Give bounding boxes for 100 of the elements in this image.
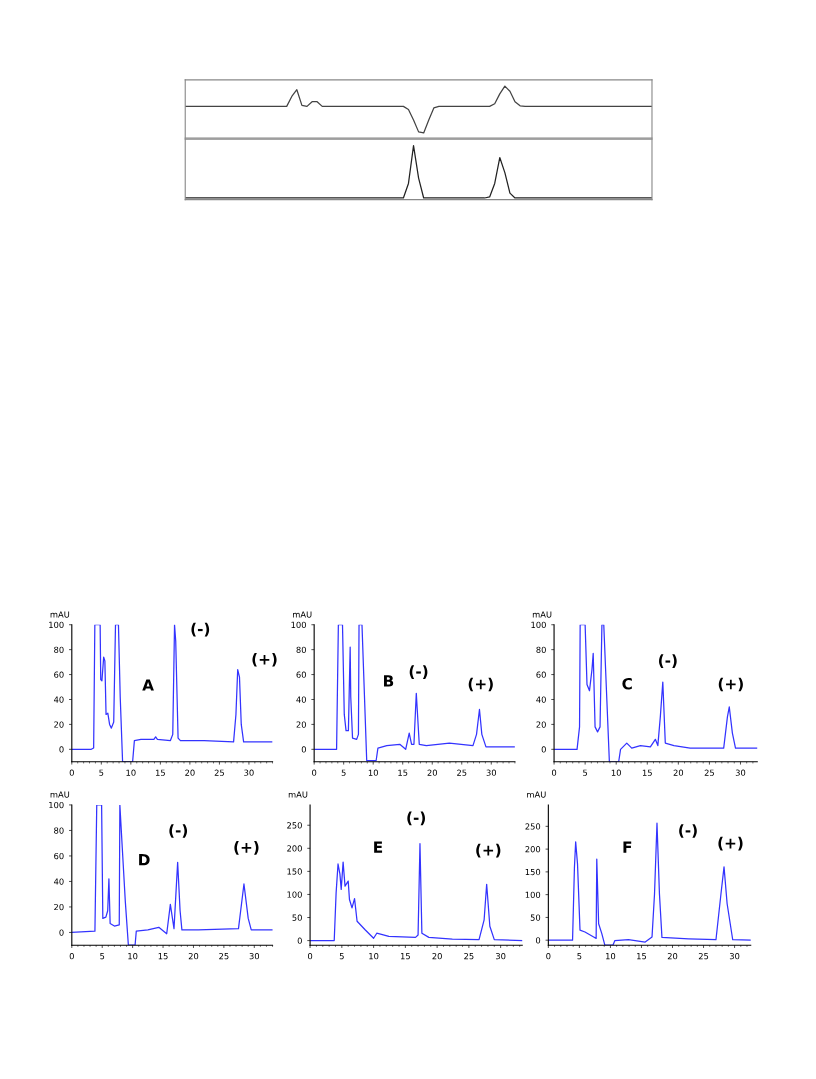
y-tick-label: 60 bbox=[54, 671, 64, 678]
annotation: (-) bbox=[659, 654, 677, 668]
y-tick-label: 0 bbox=[59, 929, 64, 936]
y-tick-label: 200 bbox=[525, 846, 541, 853]
x-tick-label: 20 bbox=[673, 769, 684, 776]
annotation: (+) bbox=[252, 652, 277, 667]
y-tick-label: 150 bbox=[525, 868, 541, 876]
annotation: (+) bbox=[718, 836, 743, 851]
line-series bbox=[310, 843, 523, 942]
x-tick-label: 5 bbox=[100, 953, 105, 960]
annotation: E bbox=[374, 841, 383, 853]
x-tick-label: 0 bbox=[69, 769, 74, 776]
x-tick-label: 25 bbox=[704, 769, 714, 776]
x-tick-label: 0 bbox=[551, 769, 557, 776]
y-tick-label: 80 bbox=[54, 827, 64, 834]
line-series bbox=[314, 624, 515, 762]
x-tick-label: 5 bbox=[583, 769, 588, 776]
y-axis-title: mAU bbox=[527, 791, 546, 798]
x-tick-label: 10 bbox=[369, 952, 379, 960]
x-tick-label: 5 bbox=[341, 769, 346, 776]
x-tick-label: 10 bbox=[606, 952, 616, 960]
y-tick-label: 0 bbox=[535, 937, 541, 944]
x-tick-label: 15 bbox=[155, 769, 165, 776]
line-series bbox=[554, 624, 758, 762]
x-tick-label: 0 bbox=[312, 769, 317, 776]
annotation: (+) bbox=[234, 841, 259, 855]
annotation: (-) bbox=[169, 824, 188, 838]
x-tick-label: 0 bbox=[69, 952, 74, 960]
x-tick-label: 15 bbox=[642, 769, 652, 776]
x-tick-label: 0 bbox=[546, 952, 551, 960]
x-tick-label: 30 bbox=[495, 952, 506, 960]
x-tick-label: 20 bbox=[188, 952, 199, 960]
y-axis-title: mAU bbox=[50, 611, 70, 618]
x-tick-label: 25 bbox=[464, 952, 474, 960]
x-tick-label: 25 bbox=[214, 769, 224, 776]
x-tick-label: 30 bbox=[486, 769, 497, 776]
y-tick-label: 100 bbox=[291, 621, 306, 629]
annotation: (-) bbox=[191, 622, 210, 637]
y-tick-label: 60 bbox=[54, 852, 64, 860]
y-axis-title: mAU bbox=[532, 611, 552, 618]
y-tick-label: 100 bbox=[49, 621, 64, 629]
y-tick-label: 20 bbox=[296, 721, 306, 728]
x-tick-label: 5 bbox=[577, 953, 582, 960]
annotation: (-) bbox=[407, 811, 425, 826]
x-tick-label: 0 bbox=[307, 952, 313, 960]
y-axis-title: mAU bbox=[292, 611, 312, 618]
x-tick-label: 5 bbox=[339, 953, 344, 960]
x-tick-label: 10 bbox=[368, 769, 378, 776]
y-tick-label: 80 bbox=[54, 646, 64, 653]
y-tick-label: 0 bbox=[541, 746, 546, 753]
y-axis-title: mAU bbox=[288, 791, 308, 798]
annotation: (+) bbox=[476, 843, 501, 858]
y-tick-label: 100 bbox=[287, 891, 302, 898]
y-axis-title: mAU bbox=[50, 791, 70, 798]
y-tick-label: 40 bbox=[53, 878, 64, 885]
y-tick-label: 100 bbox=[525, 891, 541, 898]
x-tick-label: 15 bbox=[637, 953, 647, 960]
y-tick-label: 0 bbox=[59, 746, 64, 753]
annotation: (-) bbox=[679, 824, 697, 838]
x-tick-label: 30 bbox=[735, 769, 746, 776]
annotation: F bbox=[623, 841, 632, 853]
x-tick-label: 20 bbox=[185, 769, 195, 776]
annotation: (+) bbox=[468, 677, 493, 692]
x-tick-label: 5 bbox=[99, 769, 104, 776]
x-tick-label: 15 bbox=[400, 953, 410, 960]
y-tick-label: 80 bbox=[536, 646, 546, 653]
annotation: A bbox=[142, 679, 154, 691]
y-tick-label: 100 bbox=[531, 621, 546, 629]
x-tick-label: 25 bbox=[698, 952, 709, 960]
y-tick-label: 50 bbox=[292, 914, 302, 921]
y-tick-label: 80 bbox=[296, 646, 306, 653]
annotation: (+) bbox=[718, 677, 743, 692]
y-tick-label: 50 bbox=[530, 914, 541, 921]
y-tick-label: 20 bbox=[54, 903, 64, 911]
y-tick-label: 20 bbox=[536, 721, 546, 728]
y-tick-label: 250 bbox=[287, 822, 302, 829]
y-tick-label: 0 bbox=[301, 746, 306, 753]
y-tick-label: 40 bbox=[536, 696, 546, 703]
annotation: (-) bbox=[409, 665, 428, 679]
y-tick-label: 60 bbox=[536, 671, 546, 678]
x-tick-label: 20 bbox=[427, 769, 437, 776]
y-tick-label: 200 bbox=[287, 845, 302, 852]
x-tick-label: 30 bbox=[244, 769, 254, 776]
x-tick-label: 20 bbox=[432, 952, 442, 960]
y-tick-label: 250 bbox=[525, 823, 541, 830]
x-tick-label: 25 bbox=[219, 952, 229, 960]
x-tick-label: 10 bbox=[611, 769, 621, 776]
line-series bbox=[71, 804, 273, 946]
y-tick-label: 150 bbox=[287, 868, 302, 875]
y-tick-label: 20 bbox=[54, 721, 64, 728]
x-tick-label: 15 bbox=[398, 769, 408, 776]
x-tick-label: 20 bbox=[667, 952, 678, 960]
y-tick-label: 40 bbox=[53, 696, 64, 703]
x-tick-label: 30 bbox=[729, 952, 740, 960]
x-tick-label: 25 bbox=[457, 769, 467, 776]
y-tick-label: 0 bbox=[297, 937, 302, 944]
y-tick-label: 40 bbox=[296, 696, 306, 703]
x-tick-label: 15 bbox=[158, 953, 168, 960]
annotation: D bbox=[139, 854, 150, 866]
y-tick-label: 60 bbox=[296, 671, 306, 678]
